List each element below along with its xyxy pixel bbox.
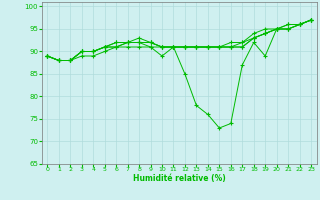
X-axis label: Humidité relative (%): Humidité relative (%): [133, 174, 226, 183]
